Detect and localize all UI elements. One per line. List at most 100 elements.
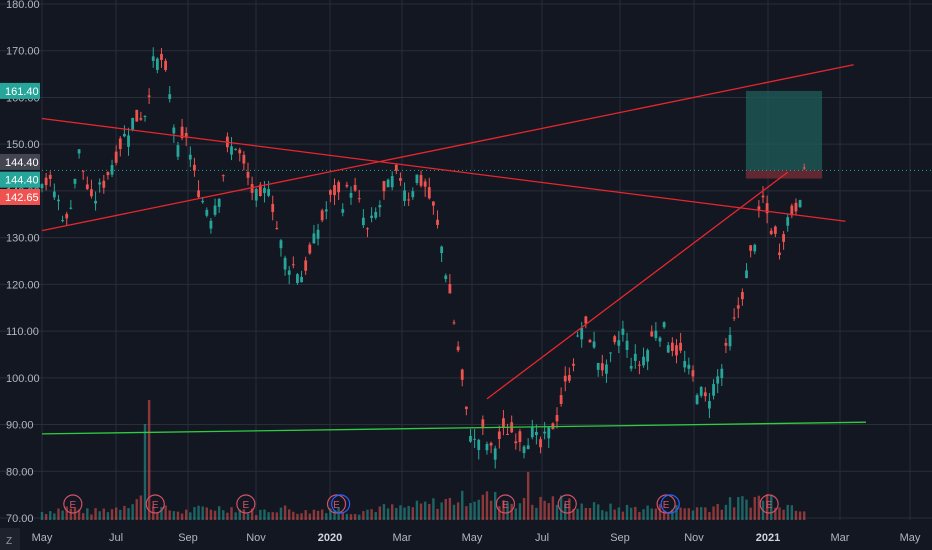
candle-body <box>382 181 386 192</box>
candle-body <box>333 185 336 196</box>
earnings-marker-icon[interactable] <box>495 494 516 514</box>
volume-bar <box>143 424 147 520</box>
candle-body <box>535 431 538 436</box>
volume-bar <box>185 509 188 520</box>
volume-bar <box>123 505 126 520</box>
volume-bar <box>646 505 649 520</box>
candle-body <box>366 228 369 230</box>
candle-body <box>378 205 382 208</box>
price-tag <box>0 188 40 205</box>
candle-body <box>769 230 773 235</box>
earnings-marker-icon[interactable] <box>63 494 83 514</box>
earnings-marker-icon[interactable] <box>759 494 779 514</box>
candle-body <box>728 334 732 347</box>
volume-bar <box>745 499 748 520</box>
price-axis[interactable]: 70.00 80.00 90.00 100.00 110.00 120.00 130.00 1… <box>6 0 40 525</box>
volume-bar <box>114 507 118 520</box>
candle-body <box>423 181 427 187</box>
recovery-support-trendline[interactable] <box>486 171 789 400</box>
long-position-tool[interactable] <box>42 90 932 179</box>
price-tag <box>0 153 40 170</box>
dividend-marker-icon[interactable] <box>331 494 351 514</box>
candle-body <box>460 369 464 380</box>
candle-body <box>296 274 299 284</box>
volume-bar <box>275 512 279 520</box>
earnings-marker-label: E <box>663 500 670 511</box>
candle-body <box>184 132 188 138</box>
volume-bar <box>667 512 670 520</box>
time-axis[interactable]: May Jul Sep Nov 2020 Mar May Jul Sep Nov 2021 Mar Ma… <box>32 532 921 544</box>
trendlines[interactable] <box>41 64 867 435</box>
candle-body <box>580 327 584 340</box>
volume-bar <box>57 508 60 520</box>
volume-bar <box>259 509 262 520</box>
candle-body <box>592 341 596 348</box>
volume-bar <box>440 502 443 520</box>
volume-bar <box>448 497 452 520</box>
candlesticks[interactable] <box>40 47 806 469</box>
candle-body <box>127 135 130 147</box>
target-zone[interactable] <box>745 90 823 171</box>
volume-bar <box>559 495 563 520</box>
volume-bar <box>535 507 538 520</box>
volume-bar <box>423 501 427 520</box>
ascending-resistance-trendline[interactable] <box>41 64 854 232</box>
candle-body <box>345 184 349 187</box>
volume-bar <box>687 508 691 520</box>
candle-body <box>118 138 122 150</box>
earnings-marker-icon[interactable] <box>145 494 165 514</box>
candle-body <box>394 164 398 171</box>
candle-body <box>625 340 629 350</box>
volume-bar <box>358 514 361 520</box>
volume-bar <box>601 510 604 520</box>
earnings-marker-icon[interactable] <box>326 494 347 514</box>
volume-bar <box>341 511 344 520</box>
earnings-marker-icon[interactable] <box>557 494 577 514</box>
candle-body <box>143 116 147 118</box>
earnings-marker-icon[interactable] <box>236 494 256 514</box>
dividend-marker-icon[interactable] <box>660 494 680 514</box>
y-tick-label: 150.00 <box>6 139 40 151</box>
earnings-marker-label: E <box>766 500 773 511</box>
candle-body <box>77 149 81 154</box>
candle-body <box>584 316 588 324</box>
volume-bar <box>90 514 93 520</box>
candle-body <box>135 109 139 122</box>
candle-body <box>436 219 439 225</box>
candle-body <box>52 191 56 198</box>
volume-bar <box>395 508 398 520</box>
volume-bar <box>572 508 575 520</box>
candle-body <box>139 118 143 120</box>
earnings-marker-icon[interactable] <box>656 494 676 514</box>
x-tick-label: May <box>32 532 53 544</box>
candle-body <box>778 252 781 256</box>
candle-body <box>291 264 295 266</box>
long-term-support-trendline[interactable] <box>41 421 867 435</box>
candle-body <box>254 188 258 201</box>
descending-resistance-trendline[interactable] <box>41 117 846 222</box>
volume-bar <box>469 503 472 520</box>
volume-bar <box>131 504 134 520</box>
candle-body <box>572 363 575 366</box>
volume-bar <box>757 495 761 520</box>
candle-body <box>102 180 106 188</box>
volume-bar <box>798 511 802 520</box>
candle-body <box>469 435 472 442</box>
price-tag-label: 144.40 <box>5 157 39 169</box>
volume-bar <box>782 509 785 520</box>
scale-mode-button[interactable] <box>0 528 20 550</box>
volume-bar <box>73 507 77 520</box>
volume-bar <box>349 514 353 520</box>
candle-body <box>567 375 571 381</box>
volume-bar <box>201 506 204 520</box>
candle-body <box>699 387 703 396</box>
volume-bar <box>176 511 180 520</box>
candle-body <box>802 167 806 169</box>
candle-body <box>349 192 353 198</box>
candle-body <box>502 418 505 428</box>
y-tick-label: 120.00 <box>6 279 40 291</box>
price-tag-label: 161.40 <box>5 86 39 98</box>
